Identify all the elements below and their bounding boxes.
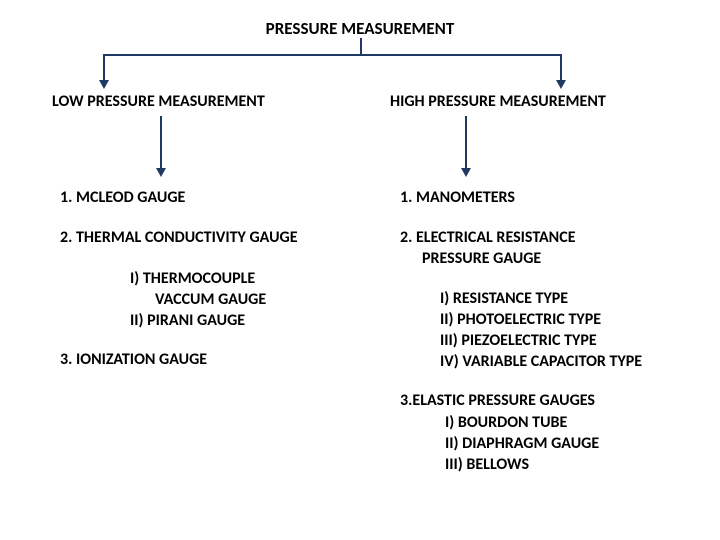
left-mid-line (160, 116, 162, 168)
right-item-2b: PRESSURE GAUGE (422, 249, 541, 270)
left-item-2: 2. THERMAL CONDUCTIVITY GAUGE (60, 228, 298, 249)
right-sub-3c: III) BELLOWS (445, 454, 529, 476)
left-sub-2b: II) PIRANI GAUGE (130, 310, 245, 332)
right-sub-2c: III) PIEZOELECTRIC TYPE (440, 330, 597, 352)
diagram-title: PRESSURE MEASUREMENT (0, 18, 720, 39)
right-arrow (556, 80, 566, 89)
right-sub-2d: IV) VARIABLE CAPACITOR TYPE (440, 351, 642, 373)
right-drop (560, 54, 562, 80)
left-sub-2a: I) THERMOCOUPLE (130, 268, 255, 290)
left-mid-arrow (156, 168, 166, 177)
left-item-3: 3. IONIZATION GAUGE (60, 350, 207, 371)
right-mid-arrow (461, 168, 471, 177)
hbar (103, 54, 562, 56)
right-mid-line (465, 116, 467, 168)
right-heading: HIGH PRESSURE MEASUREMENT (390, 92, 606, 111)
left-drop (103, 54, 105, 80)
right-sub-2a: I) RESISTANCE TYPE (440, 288, 568, 310)
stem-vertical (360, 38, 362, 54)
right-item-3: 3.ELASTIC PRESSURE GAUGES (400, 391, 595, 412)
left-item-1: 1. MCLEOD GAUGE (60, 188, 185, 209)
right-item-2: 2. ELECTRICAL RESISTANCE (400, 228, 576, 249)
right-sub-3b: II) DIAPHRAGM GAUGE (445, 433, 599, 455)
left-arrow (99, 80, 109, 89)
left-sub-2a2: VACCUM GAUGE (155, 289, 266, 311)
right-item-1: 1. MANOMETERS (400, 188, 515, 209)
right-sub-3a: I) BOURDON TUBE (445, 412, 567, 434)
left-heading: LOW PRESSURE MEASUREMENT (52, 92, 265, 111)
right-sub-2b: II) PHOTOELECTRIC TYPE (440, 309, 601, 331)
